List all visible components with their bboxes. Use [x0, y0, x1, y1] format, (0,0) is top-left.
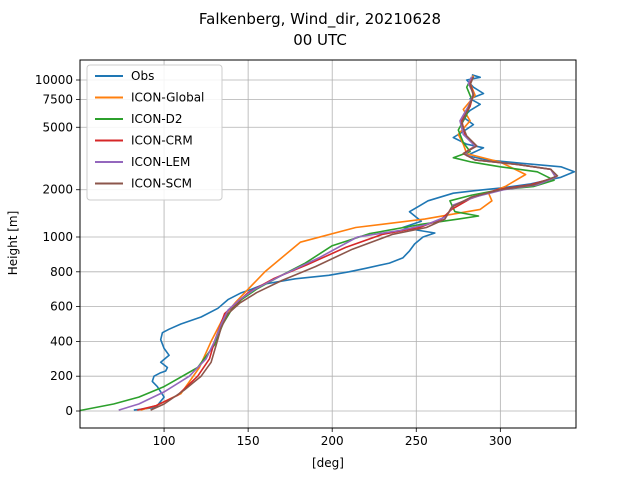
series-line-icon-scm	[150, 76, 559, 411]
plot-area-frame	[79, 59, 577, 429]
legend-label: ICON-D2	[131, 112, 183, 126]
x-tick-label: 200	[321, 434, 344, 448]
y-tick-label: 7500	[42, 93, 73, 107]
ticks: 100 150 200 250 300 0 200 400 600 800 1000 2000 5000…	[35, 73, 512, 448]
legend-label: ICON-Global	[131, 91, 204, 105]
y-tick-label: 400	[50, 334, 73, 348]
y-tick-label: 10000	[35, 73, 73, 87]
chart-title: Falkenberg, Wind_dir, 20210628	[199, 10, 441, 29]
x-axis-label: [deg]	[312, 456, 344, 470]
y-tick-label: 2000	[42, 183, 73, 197]
legend-box	[86, 64, 223, 201]
x-tick-label: 300	[489, 434, 512, 448]
legend-label: ICON-CRM	[131, 134, 193, 148]
legend-label: ICON-LEM	[131, 155, 190, 169]
x-tick-label: 250	[405, 434, 428, 448]
y-tick-label: 5000	[42, 120, 73, 134]
y-axis-label: Height [m]	[6, 211, 20, 276]
legend-label: ICON-SCM	[131, 177, 192, 191]
legend-label: Obs	[131, 69, 154, 83]
x-tick-label: 150	[237, 434, 260, 448]
y-tick-label: 600	[50, 300, 73, 314]
y-tick-label: 1000	[42, 230, 73, 244]
x-tick-label: 100	[153, 434, 176, 448]
series-line-icon-global	[140, 75, 527, 411]
y-tick-label: 800	[50, 265, 73, 279]
chart-subtitle: 00 UTC	[293, 31, 347, 49]
series-layer	[79, 74, 576, 412]
y-tick-label: 0	[65, 404, 73, 418]
y-tick-label: 200	[50, 369, 73, 383]
legend: Obs ICON-Global ICON-D2 ICON-CRM ICON-LEM ICO…	[86, 64, 223, 201]
